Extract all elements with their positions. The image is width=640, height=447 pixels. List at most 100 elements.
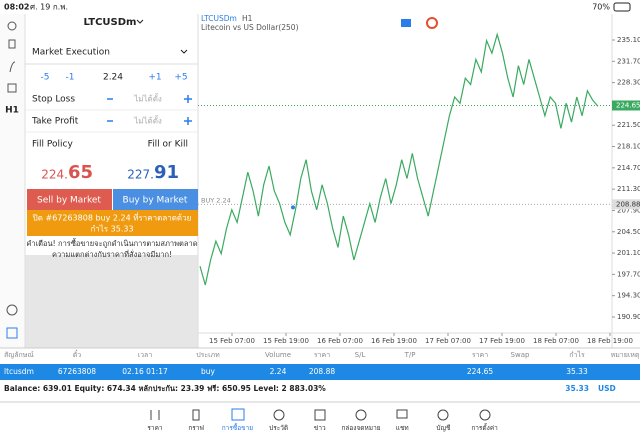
- battery-icon: [613, 2, 631, 12]
- row-cell: ltcusdm: [4, 367, 34, 376]
- panel-gray: [25, 255, 198, 348]
- chevron: [136, 19, 144, 24]
- ask-price: 227.: [127, 168, 154, 182]
- column-header: Swap: [511, 351, 530, 359]
- column-header: ราคา: [314, 351, 330, 359]
- timeframe-button[interactable]: H1: [5, 106, 19, 116]
- chevron: [180, 49, 188, 54]
- x-tick-label: 15 Feb 07:00: [209, 337, 255, 345]
- status-battery: 70%: [592, 3, 610, 12]
- quotes-icon[interactable]: [150, 410, 160, 420]
- mail-icon[interactable]: [355, 409, 367, 421]
- y-tick-label: 190.90: [617, 313, 640, 321]
- y-tick-label: 211.30: [617, 185, 640, 193]
- candles-icon[interactable]: [8, 39, 16, 49]
- column-header: กำไร: [569, 350, 585, 359]
- notice-text: กำไร 35.33: [90, 225, 133, 234]
- news-icon[interactable]: [314, 409, 326, 421]
- x-tick-label: 17 Feb 19:00: [479, 337, 525, 345]
- nav-item[interactable]: การตั้งค่า: [471, 423, 498, 432]
- x-tick-label: 18 Feb 07:00: [533, 337, 579, 345]
- y-tick-label: 235.10: [617, 36, 640, 44]
- column-header: สัญลักษณ์: [4, 351, 34, 359]
- sell-label: Sell by Market: [37, 196, 101, 206]
- y-tick-label: 207.90: [617, 206, 640, 214]
- price-line: [199, 32, 599, 286]
- field-value: Fill or Kill: [148, 140, 188, 150]
- field-label: Take Profit: [31, 117, 79, 127]
- warning-text: ความแตกต่างกับราคาที่สั่งอาจมีมาก!: [52, 249, 172, 259]
- account-icon[interactable]: [437, 409, 449, 421]
- column-header: S/L: [355, 351, 366, 359]
- row-cell: 35.33: [566, 367, 588, 376]
- total-profit: 35.33: [565, 384, 589, 393]
- nav-item[interactable]: กล่องจดหมาย: [341, 424, 380, 432]
- history-icon[interactable]: [273, 409, 285, 421]
- signal-icon[interactable]: [426, 17, 438, 29]
- nav-item[interactable]: กราฟ: [188, 424, 204, 432]
- notice-text: ปิด #67263808 buy 2.24 ที่ราคาตลาดด้วย: [32, 212, 191, 223]
- y-tick-label: 231.70: [617, 57, 640, 65]
- indicator-icon[interactable]: [9, 61, 16, 73]
- symbol-select[interactable]: LTCUSDm: [84, 17, 137, 28]
- status-time: 08:02: [4, 3, 29, 12]
- left-toolbar: [0, 14, 25, 348]
- x-tick-label: 16 Feb 19:00: [371, 337, 417, 345]
- plus-button[interactable]: [184, 117, 192, 125]
- column-header: ราคา: [472, 351, 488, 359]
- one-click-icon[interactable]: [401, 19, 411, 27]
- field-label: Fill Policy: [32, 140, 73, 150]
- chart-timeframe: H1: [242, 14, 253, 23]
- column-header: Volume: [265, 351, 291, 359]
- column-header: หมายเหตุ: [611, 351, 640, 359]
- chart-nav-icon[interactable]: [192, 409, 200, 421]
- objects-icon[interactable]: [7, 83, 17, 93]
- trade-nav-icon[interactable]: [231, 408, 245, 421]
- x-tick-label: 17 Feb 07:00: [425, 337, 471, 345]
- y-tick-label: 194.30: [617, 292, 640, 300]
- y-tick-label: 214.70: [617, 164, 640, 172]
- volume-step[interactable]: +5: [174, 73, 187, 83]
- chat-icon[interactable]: [396, 409, 408, 419]
- bid-price-box: [612, 100, 640, 111]
- column-header: ตั๋ว: [73, 350, 82, 359]
- status-date: ศ. 19 ก.พ.: [30, 3, 68, 12]
- zoom-icon[interactable]: [6, 304, 18, 316]
- settings-icon[interactable]: [479, 409, 491, 421]
- bid-price-tag: 224.65: [616, 101, 640, 109]
- y-tick-label: 221.50: [617, 121, 640, 129]
- plus-button[interactable]: [184, 95, 192, 103]
- sell-button[interactable]: [27, 189, 112, 210]
- nav-item[interactable]: แชท: [396, 424, 409, 432]
- chart-icons: [401, 17, 438, 29]
- position-row[interactable]: [0, 364, 640, 380]
- nav-item[interactable]: ประวัติ: [269, 424, 288, 432]
- field-label: Stop Loss: [32, 95, 75, 105]
- row-cell: 02.16 01:17: [122, 367, 168, 376]
- execution-select[interactable]: Market Execution: [32, 48, 110, 58]
- nav-item[interactable]: ข่าว: [314, 424, 326, 432]
- nav-item[interactable]: ราคา: [147, 424, 162, 432]
- field-value: ไม่ได้ตั้ง: [133, 93, 162, 104]
- volume-step[interactable]: -1: [66, 73, 75, 83]
- row-cell: buy: [201, 367, 216, 376]
- y-tick-label: 228.30: [617, 79, 640, 87]
- x-tick-label: 15 Feb 19:00: [263, 337, 309, 345]
- chart-symbol: LTCUSDm: [201, 14, 237, 23]
- nav-item[interactable]: การซื้อขาย: [222, 423, 253, 432]
- volume-step[interactable]: +1: [148, 73, 161, 83]
- volume-step[interactable]: -5: [41, 73, 50, 83]
- nav-item[interactable]: บัญชี: [436, 424, 451, 432]
- position-price-box: [612, 199, 640, 210]
- crosshair-icon[interactable]: [7, 21, 17, 31]
- column-header: ประเภท: [196, 351, 220, 359]
- y-tick-label: 204.50: [617, 228, 640, 236]
- position-marker: [291, 205, 295, 210]
- position-price: 208.88: [616, 200, 640, 208]
- buy-button[interactable]: [113, 189, 198, 210]
- trade-icon[interactable]: [6, 327, 18, 339]
- field-value: ไม่ได้ตั้ง: [133, 115, 162, 126]
- row-cell: 67263808: [58, 367, 96, 376]
- toolbar-icons: [6, 21, 18, 339]
